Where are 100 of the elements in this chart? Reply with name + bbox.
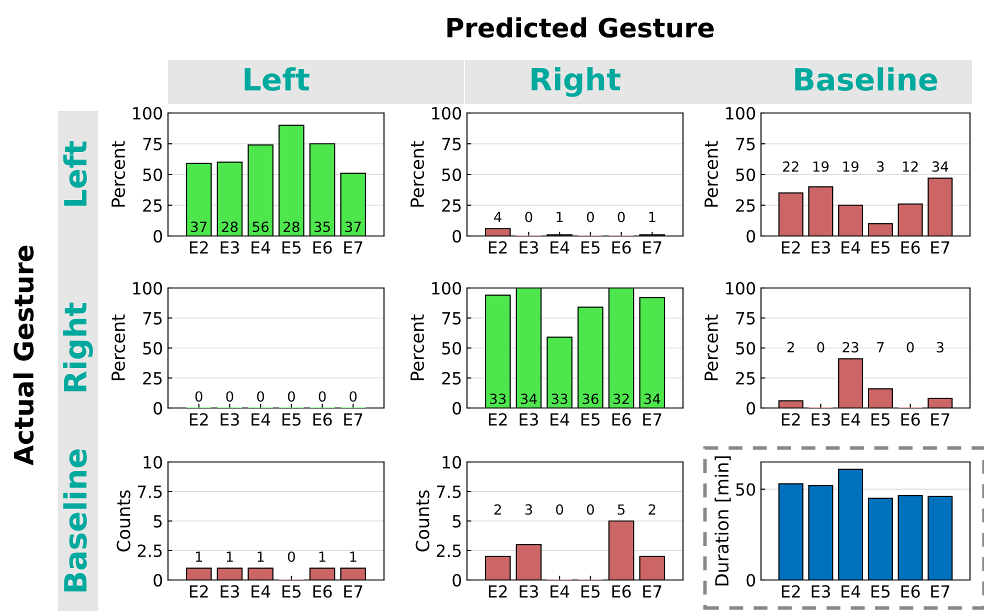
y-tick-label: 0 — [154, 230, 162, 243]
y-tick-label: 50 — [736, 483, 756, 496]
annotation: 1 — [350, 552, 356, 562]
annotation: 34 — [520, 394, 537, 404]
y-tick-label: 50 — [442, 342, 462, 355]
annotation: 19 — [813, 161, 829, 172]
annotation: 28 — [284, 222, 300, 232]
annotation: 36 — [582, 394, 598, 404]
y-axis-title: Percent — [410, 140, 424, 207]
annotation: 0 — [288, 391, 295, 402]
annotation: 34 — [932, 161, 948, 172]
x-tick-label: E7 — [344, 241, 362, 254]
y-tick-label: 0 — [452, 574, 462, 587]
x-tick-label: E4 — [842, 585, 860, 598]
x-tick-label: E7 — [643, 585, 662, 598]
x-tick-label: E5 — [871, 413, 890, 426]
x-tick-label: E3 — [520, 585, 538, 598]
y-tick-label: 0 — [452, 402, 462, 415]
x-tick-label: E6 — [313, 413, 332, 426]
x-tick-label: E2 — [190, 585, 208, 598]
y-tick-label: 100 — [726, 282, 756, 295]
y-tick-label: 2.5 — [138, 544, 162, 558]
annotation: 0 — [288, 551, 295, 562]
annotation: 37 — [345, 222, 361, 232]
y-tick-label: 7.5 — [138, 486, 162, 498]
x-tick-label: E6 — [612, 413, 631, 426]
x-tick-label: E4 — [842, 413, 860, 426]
x-tick-label: E6 — [313, 585, 332, 598]
y-tick-label: 75 — [143, 138, 162, 150]
y-axis-title: Percent — [410, 314, 424, 380]
y-axis-title: Percent — [704, 140, 718, 207]
x-tick-label: E2 — [190, 241, 208, 254]
x-tick-label: E2 — [190, 413, 208, 426]
chart-title: Baseline — [795, 67, 938, 91]
y-tick-label: 0 — [452, 230, 462, 243]
x-tick-label: E3 — [812, 413, 830, 426]
text: Baseline — [63, 449, 87, 592]
annotation: 23 — [842, 342, 858, 353]
annotation: 0 — [817, 342, 824, 353]
y-tick-label: 100 — [726, 106, 756, 120]
y-tick-label: 25 — [442, 372, 461, 385]
annotation: 1 — [226, 552, 233, 562]
annotation: 3 — [936, 342, 944, 353]
x-tick-label: E7 — [643, 413, 662, 426]
annotation: 1 — [649, 212, 656, 222]
annotation: 35 — [314, 222, 330, 232]
x-tick-label: E4 — [550, 585, 570, 598]
y-tick-label: 25 — [736, 199, 755, 212]
annotation: 12 — [902, 161, 918, 172]
y-tick-label: 5 — [452, 515, 461, 528]
x-tick-label: E7 — [344, 413, 362, 426]
y-tick-label: 5 — [154, 515, 162, 528]
annotation: 1 — [556, 212, 563, 222]
x-tick-label: E7 — [344, 585, 362, 598]
y-tick-label: 100 — [133, 106, 162, 120]
x-tick-label: E5 — [282, 585, 301, 598]
y-tick-label: 100 — [432, 106, 462, 120]
x-tick-label: E3 — [220, 585, 239, 598]
annotation: 7 — [877, 342, 884, 352]
x-tick-label: E5 — [282, 241, 301, 254]
annotation: 1 — [319, 552, 326, 562]
x-tick-label: E5 — [282, 413, 301, 426]
annotation: 28 — [222, 222, 238, 232]
annotation: 0 — [906, 342, 914, 353]
annotation: 33 — [552, 394, 568, 404]
annotation: 1 — [196, 552, 202, 562]
x-tick-label: E3 — [520, 241, 538, 254]
y-tick-label: 25 — [442, 199, 461, 212]
x-tick-label: E2 — [782, 413, 800, 426]
x-tick-label: E7 — [931, 585, 950, 598]
annotation: 0 — [586, 504, 594, 515]
chart-title: Left — [244, 67, 310, 91]
x-tick-label: E5 — [581, 413, 600, 426]
y-tick-label: 100 — [432, 282, 462, 295]
y-axis-title: Duration [min] — [714, 456, 731, 586]
annotation: 0 — [257, 391, 264, 402]
y-tick-label: 0 — [746, 230, 756, 243]
x-tick-label: E4 — [252, 241, 270, 254]
y-tick-label: 50 — [736, 168, 756, 182]
y-tick-label: 10 — [144, 456, 162, 469]
x-tick-label: E2 — [488, 413, 507, 426]
x-tick-label: E4 — [252, 413, 270, 426]
y-axis-title: Counts — [116, 490, 130, 552]
annotation: 4 — [494, 212, 502, 222]
x-tick-label: E4 — [842, 241, 860, 254]
annotation: 0 — [556, 504, 564, 515]
x-tick-label: E6 — [313, 241, 332, 254]
x-tick-label: E5 — [581, 241, 600, 254]
x-tick-label: E3 — [220, 413, 239, 426]
annotation: 1 — [258, 552, 264, 562]
y-tick-label: 0 — [154, 402, 162, 415]
y-axis-title: Counts — [416, 490, 430, 552]
text: Right — [63, 302, 93, 392]
annotation: 37 — [191, 222, 207, 232]
x-tick-label: E6 — [901, 585, 920, 598]
x-tick-label: E2 — [782, 241, 800, 254]
x-tick-label: E6 — [901, 413, 920, 426]
y-tick-label: 0 — [746, 402, 756, 415]
y-tick-label: 75 — [736, 312, 755, 325]
x-tick-label: E3 — [812, 585, 830, 598]
